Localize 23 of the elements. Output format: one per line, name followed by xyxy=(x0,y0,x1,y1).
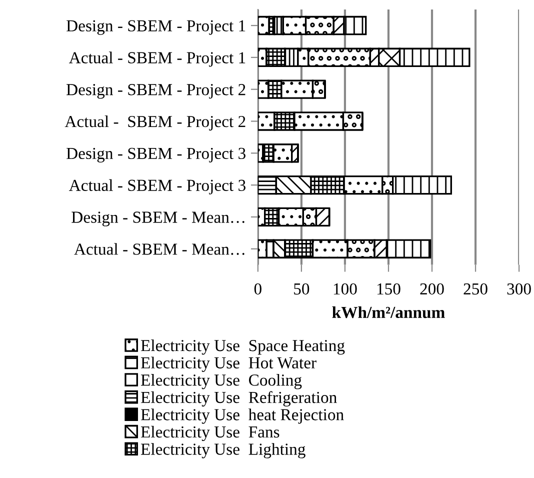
x-tick-label: 200 xyxy=(420,283,444,295)
x-axis-title: kWh/m²/annum xyxy=(332,306,445,318)
y-tick-label: Design - SBEM - Project 3 xyxy=(66,148,246,162)
x-tick-label: 300 xyxy=(507,283,531,295)
y-tick-label: Design - SBEM - Project 1 xyxy=(66,20,246,35)
legend-label: Electricity Use Lighting xyxy=(140,443,306,458)
legend-label: Electricity Use Cooling xyxy=(140,374,302,390)
x-tick-label: 250 xyxy=(464,283,488,295)
x-tick-label: 100 xyxy=(334,283,357,295)
legend-label: Electricity Use Hot Water xyxy=(140,356,316,372)
legend-label: Electricity Use heat Rejection xyxy=(140,408,344,424)
y-tick-label: Actual - SBEM - Project 1 xyxy=(68,52,246,67)
y-tick-label: Design - SBEM - Project 2 xyxy=(66,84,246,99)
legend-label: Electricity Use Refrigeration xyxy=(140,391,337,406)
legend-label: Electricity Use Fans xyxy=(140,426,280,442)
x-tick-label: 50 xyxy=(294,283,310,295)
y-tick-label: Design - SBEM - Mean… xyxy=(72,212,244,226)
x-tick-label: 150 xyxy=(377,283,400,295)
legend-label: Electricity Use Space Heating xyxy=(140,339,345,355)
x-tick-label: 0 xyxy=(254,283,262,295)
y-tick-label: Actual - SBEM - Mean… xyxy=(74,243,244,255)
y-tick-label: Actual - SBEM - Project 3 xyxy=(68,179,246,194)
y-tick-label: Actual - SBEM - Project 2 xyxy=(64,115,246,131)
